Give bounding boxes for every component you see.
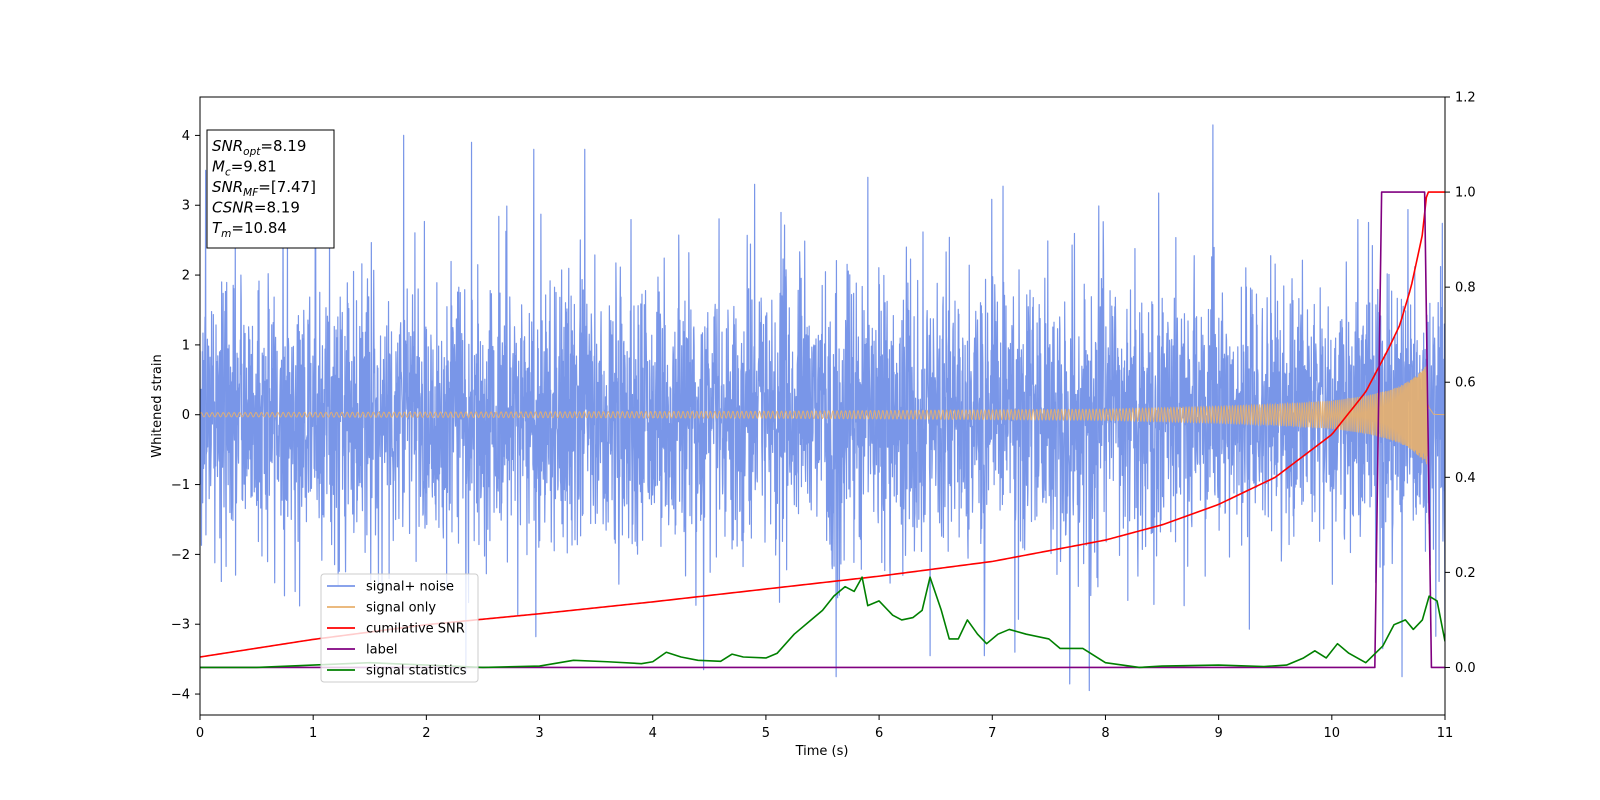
y2-tick-label: 0.8 xyxy=(1455,281,1476,296)
y-tick-label: −2 xyxy=(171,548,190,563)
x-tick-label: 4 xyxy=(649,726,657,741)
legend-label: signal+ noise xyxy=(366,580,454,595)
legend-label: cumilative SNR xyxy=(366,622,465,637)
x-tick-label: 9 xyxy=(1214,726,1222,741)
x-tick-label: 7 xyxy=(988,726,996,741)
legend-entry: signal+ noise xyxy=(327,580,454,595)
x-tick-label: 1 xyxy=(309,726,317,741)
legend-frame xyxy=(320,573,479,683)
y2-tick-label: 0.0 xyxy=(1455,661,1476,676)
series-signal-only xyxy=(200,365,1445,465)
y-tick-label: −1 xyxy=(171,478,190,493)
series-line xyxy=(200,124,1445,692)
info-box-frame xyxy=(206,129,335,249)
y2-tick-label: 0.6 xyxy=(1455,376,1476,391)
info-line: CSNR=8.19 xyxy=(212,199,300,217)
y-tick-label: 2 xyxy=(182,269,190,284)
series-label xyxy=(200,191,1445,669)
series-signal-noise xyxy=(200,124,1445,692)
series-line xyxy=(200,365,1445,465)
x-tick-label: 3 xyxy=(535,726,543,741)
x-tick-label: 10 xyxy=(1324,726,1341,741)
info-line: Mc=9.81 xyxy=(212,158,277,179)
legend-label: signal only xyxy=(366,601,436,616)
y-tick-label: 0 xyxy=(182,408,190,423)
x-tick-label: 11 xyxy=(1437,726,1454,741)
series-line xyxy=(200,576,1445,669)
y2-tick-label: 0.4 xyxy=(1455,471,1476,486)
legend: signal+ noise signal only cumilative SNR la… xyxy=(320,573,479,683)
series-signal-statistics xyxy=(200,576,1445,669)
y-tick-label: −3 xyxy=(171,618,190,633)
y-tick-label: 1 xyxy=(182,338,190,353)
y2-tick-label: 1.2 xyxy=(1455,91,1476,106)
y-tick-label: 4 xyxy=(182,129,190,144)
info-line: SNRMF=[7.47] xyxy=(212,178,316,199)
legend-label: signal statistics xyxy=(366,664,467,679)
legend-entry: cumilative SNR xyxy=(327,622,465,637)
x-tick-label: 5 xyxy=(762,726,770,741)
y2-tick-label: 0.2 xyxy=(1455,566,1476,581)
y-axis-left: −4 −3 −2 −1 0 1 2 3 4 xyxy=(171,129,200,703)
info-line: SNRopt=8.19 xyxy=(212,137,306,158)
y-tick-label: 3 xyxy=(182,199,190,214)
y-axis-right: 0.0 0.2 0.4 0.6 0.8 1.0 1.2 xyxy=(1445,91,1476,676)
y2-tick-label: 1.0 xyxy=(1455,186,1476,201)
x-axis: 0 1 2 3 4 5 6 7 8 9 10 11 xyxy=(196,715,1453,741)
legend-entry: signal statistics xyxy=(327,664,467,679)
legend-label: label xyxy=(366,643,397,658)
plot-frame xyxy=(199,96,1446,716)
x-axis-title: Time (s) xyxy=(795,744,849,759)
legend-entry: label xyxy=(327,643,397,658)
info-line: Tm=10.84 xyxy=(212,219,287,240)
x-tick-label: 6 xyxy=(875,726,883,741)
y-tick-label: −4 xyxy=(171,688,190,703)
y-axis-title: Whitened strain xyxy=(150,354,165,457)
x-tick-label: 0 xyxy=(196,726,204,741)
x-tick-label: 2 xyxy=(422,726,430,741)
series-line xyxy=(200,191,1445,669)
legend-entry: signal only xyxy=(327,601,436,616)
x-tick-label: 8 xyxy=(1101,726,1109,741)
